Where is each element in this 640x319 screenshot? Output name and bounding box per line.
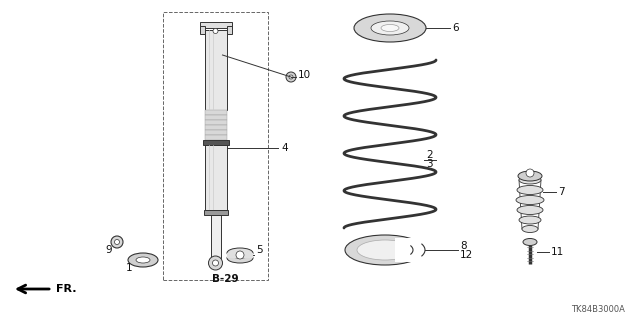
Text: TK84B3000A: TK84B3000A [571,306,625,315]
Text: 12: 12 [460,250,473,260]
Bar [163,12,268,280]
Bar [227,26,232,34]
Bar [205,135,227,140]
Bar [200,26,205,34]
Bar [205,130,227,135]
Bar [211,215,221,258]
Text: 5: 5 [256,245,262,255]
Ellipse shape [516,196,544,204]
Bar [204,210,227,215]
Ellipse shape [136,257,150,263]
Circle shape [236,251,244,259]
Text: 10: 10 [298,70,311,80]
Circle shape [526,169,534,177]
Ellipse shape [227,248,253,258]
Bar [205,30,227,110]
Ellipse shape [371,21,409,35]
Text: 7: 7 [558,187,564,197]
Text: 4: 4 [281,143,287,153]
Circle shape [212,260,218,266]
Ellipse shape [517,205,543,214]
Bar [227,253,253,258]
Ellipse shape [519,216,541,224]
Ellipse shape [517,186,543,195]
Text: 11: 11 [551,247,564,257]
Text: 3: 3 [426,159,433,169]
Ellipse shape [227,253,253,263]
Circle shape [213,28,218,33]
Text: FR.: FR. [56,284,77,294]
Circle shape [115,240,120,244]
Ellipse shape [345,235,425,265]
Text: B-29: B-29 [212,274,238,284]
Bar [205,110,227,115]
Ellipse shape [518,171,542,181]
Text: 9: 9 [106,245,112,255]
Circle shape [289,75,293,79]
Ellipse shape [523,239,537,246]
Ellipse shape [128,253,158,267]
Ellipse shape [381,25,399,32]
Bar [205,120,227,125]
Circle shape [209,256,223,270]
Text: 2: 2 [426,150,433,160]
Circle shape [286,72,296,82]
Text: 1: 1 [125,263,132,273]
Bar [200,22,232,28]
Ellipse shape [357,240,413,260]
Text: 6: 6 [452,23,459,33]
Bar [205,125,227,130]
Text: 8: 8 [460,241,467,251]
Ellipse shape [519,176,541,184]
Bar [205,115,227,120]
Ellipse shape [354,14,426,42]
Bar [395,238,430,262]
Circle shape [111,236,123,248]
Ellipse shape [522,226,538,233]
Bar [202,140,228,145]
Bar [205,145,227,210]
